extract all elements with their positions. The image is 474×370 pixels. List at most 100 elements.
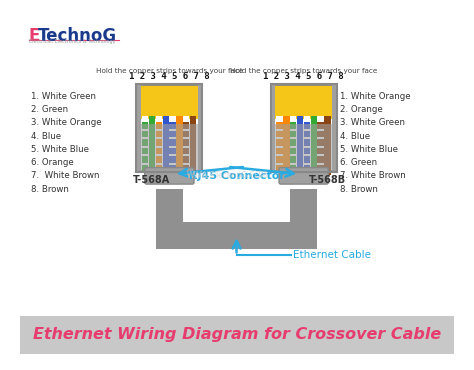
Bar [324,115,331,175]
Text: 8. Brown: 8. Brown [31,185,69,194]
Bar [276,131,283,137]
Text: 1 2 3 4 5 6 7 8: 1 2 3 4 5 6 7 8 [264,72,344,81]
Text: WWW.ETechnoG.COM: WWW.ETechnoG.COM [187,171,268,180]
Bar [183,139,190,146]
Bar [169,115,176,175]
Text: 6. Green: 6. Green [340,158,377,167]
Text: 5. White Blue: 5. White Blue [340,145,398,154]
Bar [142,148,148,154]
Bar [155,189,183,249]
Bar [142,115,148,175]
Bar [290,156,296,163]
Bar [183,148,190,154]
Bar [183,131,190,137]
Bar [276,165,283,171]
Text: 3. White Green: 3. White Green [340,118,405,127]
Bar [304,131,310,137]
Bar [183,165,190,171]
Bar [183,156,190,163]
Bar [290,139,296,146]
FancyBboxPatch shape [145,168,194,184]
Text: RJ45 Connector: RJ45 Connector [189,171,284,181]
Text: 1 2 3 4 5 6 7 8: 1 2 3 4 5 6 7 8 [129,72,210,81]
Bar [149,115,155,175]
Bar [276,115,283,175]
Text: 2. Orange: 2. Orange [340,105,383,114]
Bar [290,131,296,137]
Bar [304,165,310,171]
Bar [318,122,324,129]
Bar [332,84,336,171]
Bar [155,222,318,249]
Bar [272,124,336,171]
Bar [183,161,290,222]
Text: T-568B: T-568B [309,175,346,185]
Bar [183,115,190,175]
Bar [176,115,182,175]
Text: 5. White Blue: 5. White Blue [31,145,90,154]
Text: 2. Green: 2. Green [31,105,69,114]
Bar [142,139,148,146]
Bar [318,131,324,137]
Bar [155,156,162,163]
Bar [169,148,176,154]
Bar [310,115,317,175]
Text: TechnoG: TechnoG [38,27,117,45]
Bar [137,84,201,119]
Bar [142,165,148,171]
Bar [290,148,296,154]
Bar [318,139,324,146]
Text: 1. White Green: 1. White Green [31,92,96,101]
Bar [169,165,176,171]
Bar [169,156,176,163]
Text: T-568A: T-568A [133,175,170,185]
Bar [183,122,190,129]
Text: Ethernet Wiring Diagram for Crossover Cable: Ethernet Wiring Diagram for Crossover Ca… [33,327,441,342]
Bar [283,115,290,175]
Text: Electrical, Electronics & Technology: Electrical, Electronics & Technology [28,39,115,44]
Bar [290,165,296,171]
Bar [272,84,275,171]
FancyBboxPatch shape [279,168,328,184]
Bar [163,115,169,175]
Bar [137,84,141,171]
Bar [304,122,310,129]
Bar [169,131,176,137]
Bar [155,122,162,129]
Text: Hold the copper strips towards your face: Hold the copper strips towards your face [96,68,243,74]
Bar [155,131,162,137]
Bar [290,115,296,175]
Bar [142,156,148,163]
Bar [137,124,201,171]
Bar [142,131,148,137]
Bar [304,139,310,146]
Bar [290,122,296,129]
Bar [142,122,148,129]
Bar [198,84,201,171]
Bar [304,156,310,163]
Bar [276,122,283,129]
Bar [169,122,176,129]
Bar [318,148,324,154]
Text: 7. White Brown: 7. White Brown [340,171,406,180]
Bar [318,115,324,175]
Bar [304,115,310,175]
Bar [190,115,196,175]
Bar [276,139,283,146]
Text: E: E [28,27,40,45]
Text: Hold the copper strips towards your face: Hold the copper strips towards your face [230,68,377,74]
Text: 1. White Orange: 1. White Orange [340,92,411,101]
Text: 7.  White Brown: 7. White Brown [31,171,100,180]
Bar [155,115,162,175]
Text: Ethernet Cable: Ethernet Cable [293,250,371,260]
Text: 3. White Orange: 3. White Orange [31,118,102,127]
Bar [297,115,303,175]
Bar [276,148,283,154]
Bar [155,139,162,146]
Bar [276,156,283,163]
Bar [304,148,310,154]
Text: 8. Brown: 8. Brown [340,185,378,194]
Bar [290,189,318,249]
Text: 4. Blue: 4. Blue [31,132,62,141]
Bar [272,84,336,119]
